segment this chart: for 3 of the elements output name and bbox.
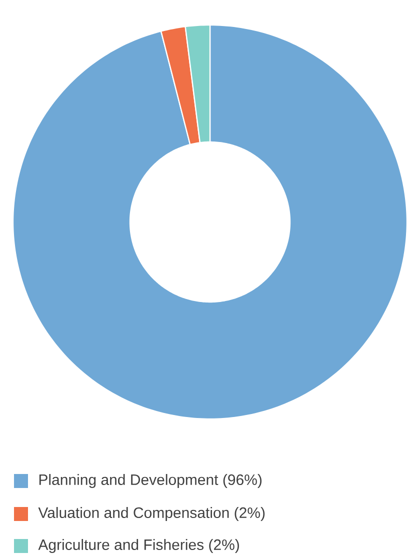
legend-label: Valuation and Compensation (2%) [38,507,265,521]
legend-label: Planning and Development (96%) [39,474,262,488]
legend-label: Agriculture and Fisheries (2%) [38,539,239,553]
